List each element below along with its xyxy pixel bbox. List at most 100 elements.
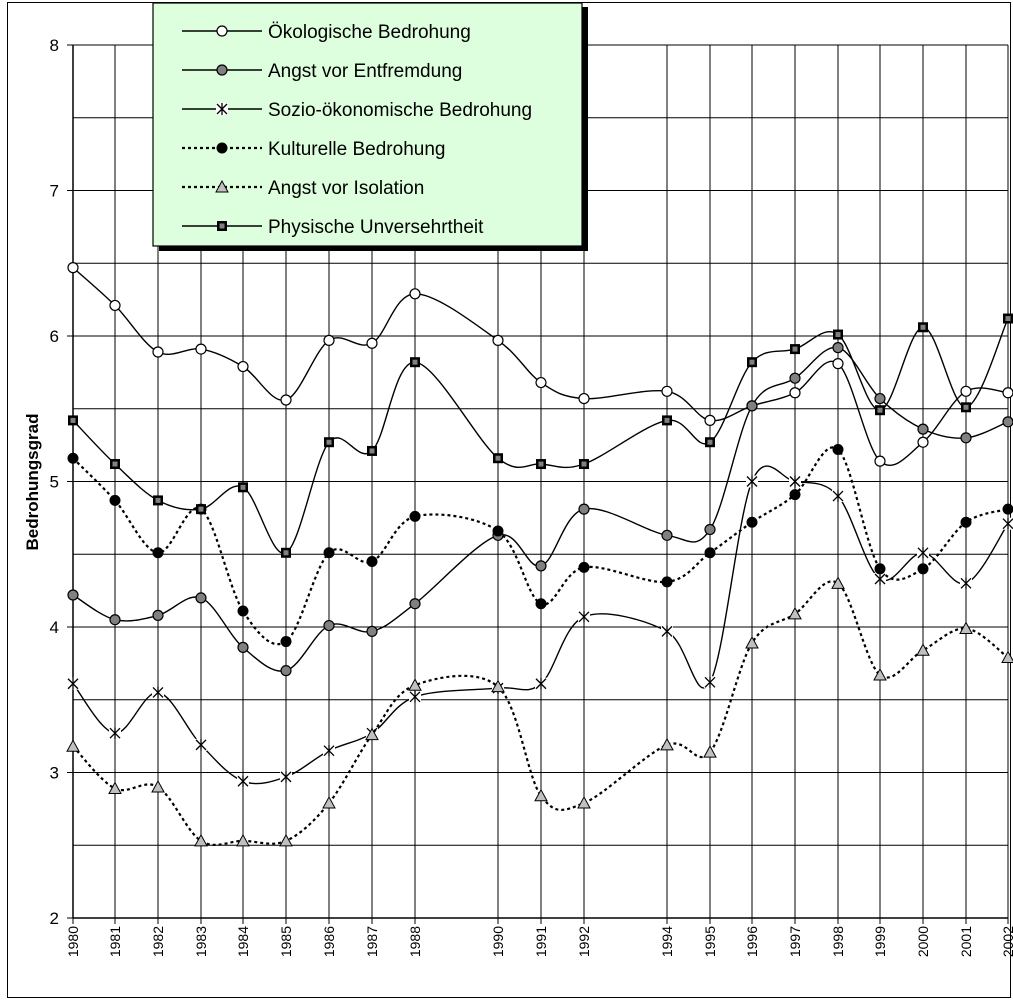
data-point-square bbox=[281, 547, 291, 558]
data-point-circle-open bbox=[280, 394, 292, 406]
data-point-circle-open bbox=[874, 455, 886, 467]
data-point-triangle bbox=[660, 737, 674, 751]
data-point-circle-open bbox=[409, 288, 421, 300]
data-point-asterisk bbox=[109, 727, 121, 740]
y-tick-label: 4 bbox=[50, 618, 59, 637]
data-point-square bbox=[833, 329, 843, 340]
data-point-asterisk bbox=[409, 690, 421, 703]
data-point-triangle bbox=[322, 796, 336, 809]
data-point-circle-black bbox=[917, 563, 929, 575]
series-line bbox=[72, 446, 1009, 646]
data-point-circle-gray bbox=[323, 619, 335, 632]
data-point-asterisk bbox=[960, 577, 972, 590]
data-point-triangle bbox=[788, 606, 802, 620]
data-point-circle-black bbox=[237, 605, 249, 617]
data-point-triangle bbox=[1001, 650, 1013, 664]
data-point-triangle bbox=[577, 796, 591, 809]
data-point-asterisk bbox=[661, 625, 673, 638]
data-point-circle-black bbox=[1002, 503, 1013, 515]
data-point-square bbox=[961, 402, 971, 413]
series-1 bbox=[67, 262, 1013, 467]
data-point-asterisk bbox=[323, 744, 335, 757]
data-point-circle-gray bbox=[195, 592, 207, 604]
data-point-asterisk bbox=[578, 610, 590, 623]
series-line bbox=[72, 580, 1009, 846]
data-point-triangle bbox=[66, 739, 80, 752]
data-point-triangle bbox=[491, 679, 505, 693]
data-point-square bbox=[875, 405, 885, 416]
data-point-square bbox=[110, 459, 120, 470]
data-point-circle-black bbox=[67, 452, 79, 464]
data-point-square bbox=[68, 415, 78, 426]
data-point-triangle bbox=[108, 781, 122, 795]
y-tick-label: 3 bbox=[50, 764, 59, 783]
legend-entry-label: Angst vor Entfremdung bbox=[268, 61, 462, 82]
data-point-circle-gray bbox=[237, 641, 249, 653]
data-point-square bbox=[410, 357, 420, 368]
data-point-circle-black bbox=[661, 576, 673, 588]
y-ticks: 2 3 4 5 6 7 8 bbox=[50, 36, 73, 928]
x-tick-label: 2000 bbox=[915, 926, 931, 957]
x-tick-label: 1980 bbox=[65, 926, 81, 957]
x-tick-label: 1997 bbox=[787, 926, 803, 957]
data-point-triangle bbox=[703, 745, 717, 758]
x-tick-label: 1982 bbox=[150, 926, 166, 957]
data-point-square bbox=[367, 445, 377, 456]
data-point-circle-gray bbox=[704, 523, 716, 536]
data-point-circle-open bbox=[366, 337, 378, 349]
data-point-triangle bbox=[916, 643, 930, 656]
y-axis-label: Bedrohungsgrad bbox=[23, 414, 42, 551]
data-point-circle-black bbox=[535, 598, 547, 610]
data-point-triangle bbox=[279, 833, 293, 847]
data-point-circle-open bbox=[109, 299, 121, 312]
data-point-triangle bbox=[194, 833, 208, 847]
x-tick-label: 1992 bbox=[576, 926, 592, 957]
data-point-circle-black bbox=[409, 510, 421, 522]
data-point-circle-black bbox=[960, 516, 972, 528]
x-tick-label: 1991 bbox=[533, 926, 549, 957]
data-point-asterisk bbox=[67, 677, 79, 690]
data-point-asterisk bbox=[216, 103, 228, 115]
data-point-circle-gray bbox=[366, 625, 378, 637]
data-point-circle-black bbox=[280, 636, 292, 648]
data-point-circle-open bbox=[152, 346, 164, 358]
data-point-square bbox=[238, 482, 248, 493]
data-point-triangle bbox=[236, 833, 250, 847]
data-point-circle-black bbox=[323, 547, 335, 559]
data-point-asterisk bbox=[535, 677, 547, 690]
series-2 bbox=[67, 342, 1013, 677]
legend-entry-label: Physische Unversehrtheit bbox=[268, 217, 484, 238]
data-point-square bbox=[579, 459, 589, 470]
data-point-circle-gray bbox=[960, 432, 972, 444]
x-tick-label: 1985 bbox=[278, 926, 294, 957]
x-tick-label: 1995 bbox=[702, 926, 718, 957]
data-point-circle-gray bbox=[789, 372, 801, 384]
data-point-circle-open bbox=[535, 376, 547, 389]
data-point-circle-black bbox=[704, 547, 716, 559]
data-point-circle-gray bbox=[109, 614, 121, 626]
x-tick-label: 1986 bbox=[321, 926, 337, 957]
data-point-circle-gray bbox=[917, 423, 929, 435]
data-point-circle-gray bbox=[746, 400, 758, 412]
data-point-asterisk bbox=[152, 686, 164, 699]
data-point-circle-open bbox=[195, 343, 207, 355]
data-point-square bbox=[705, 437, 715, 448]
data-point-square bbox=[918, 322, 928, 333]
data-point-circle-black bbox=[832, 443, 844, 455]
data-point-triangle bbox=[873, 667, 887, 681]
series-6 bbox=[68, 313, 1013, 558]
data-point-circle-open bbox=[789, 387, 801, 399]
data-point-asterisk bbox=[874, 572, 886, 585]
data-point-circle-gray bbox=[874, 392, 886, 405]
data-point-circle-gray bbox=[1002, 416, 1013, 428]
x-ticks: 1980 1981 1982 1983 1984 1985 1986 1987 1988 1990… bbox=[65, 918, 1013, 957]
data-point-circle-open bbox=[323, 334, 335, 346]
legend-box bbox=[152, 2, 583, 247]
x-tick-label: 1983 bbox=[193, 926, 209, 957]
x-tick-label: 1994 bbox=[659, 926, 675, 957]
data-point-square bbox=[217, 221, 227, 231]
data-point-circle-open bbox=[67, 262, 79, 274]
data-point-circle-black bbox=[789, 489, 801, 501]
data-point-circle-gray bbox=[280, 665, 292, 677]
